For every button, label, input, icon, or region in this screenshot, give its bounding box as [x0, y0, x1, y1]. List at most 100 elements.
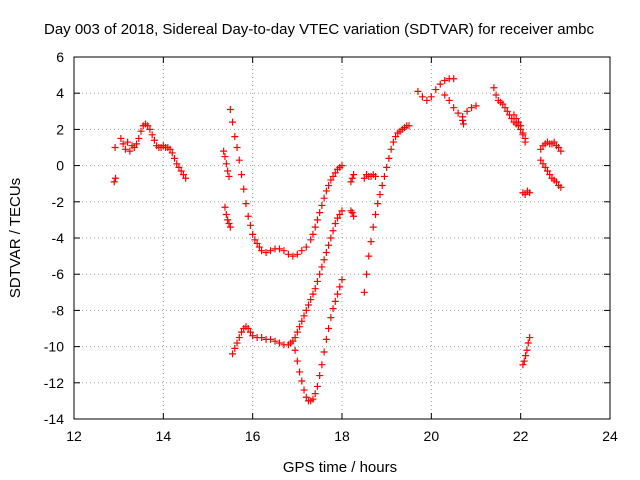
data-point: [267, 247, 274, 254]
data-point: [370, 224, 377, 231]
y-tick-label: -6: [52, 266, 65, 282]
x-tick-label: 20: [424, 428, 440, 444]
data-point: [490, 84, 497, 91]
data-point: [327, 314, 334, 321]
data-point: [441, 77, 448, 84]
data-point: [296, 368, 303, 375]
series-seg-p: [537, 139, 564, 155]
data-point: [221, 204, 228, 211]
series-seg-n: [519, 187, 533, 198]
series-seg-c: [220, 148, 232, 180]
x-axis-label: GPS time / hours: [283, 459, 397, 476]
data-point: [349, 209, 356, 216]
x-tick-label: 18: [334, 428, 350, 444]
data-point: [267, 336, 274, 343]
data-point: [223, 211, 230, 218]
x-tick-label: 22: [513, 428, 529, 444]
x-tick-label: 12: [66, 428, 82, 444]
data-point: [334, 291, 341, 298]
y-tick-label: -10: [44, 339, 64, 355]
data-point: [332, 298, 339, 305]
y-tick-label: -8: [52, 302, 65, 318]
y-tick-label: 0: [56, 158, 64, 174]
data-point: [432, 86, 439, 93]
x-tick-labels: 12 14 16 18 20 22 24: [66, 428, 618, 444]
data-point: [314, 216, 321, 223]
data-point: [330, 227, 337, 234]
series-seg-a2: [112, 144, 119, 151]
data-point: [450, 75, 457, 82]
series-seg-f: [347, 207, 357, 219]
data-point: [294, 358, 301, 365]
data-point: [238, 171, 245, 178]
data-point: [372, 211, 379, 218]
data-point: [285, 251, 292, 258]
data-point: [234, 144, 241, 151]
data-point: [318, 202, 325, 209]
data-point: [522, 139, 529, 146]
series-seg-j: [441, 92, 479, 121]
data-point: [414, 88, 421, 95]
data-point: [272, 338, 279, 345]
data-point: [473, 102, 480, 109]
data-point: [221, 153, 228, 160]
data-point: [363, 271, 370, 278]
y-tick-label: 6: [56, 49, 64, 65]
y-tick-label: -4: [52, 230, 65, 246]
series-seg-d: [221, 204, 233, 231]
data-point: [523, 347, 530, 354]
data-point: [220, 148, 227, 155]
data-point: [276, 339, 283, 346]
y-axis-label: SDTVAR / TECUs: [7, 178, 24, 298]
data-point: [460, 120, 467, 127]
series-seg-m: [510, 111, 528, 145]
data-point: [365, 253, 372, 260]
data-point: [323, 336, 330, 343]
data-point: [276, 245, 283, 252]
data-point: [321, 195, 328, 202]
data-point: [124, 139, 131, 146]
chart-title: Day 003 of 2018, Sidereal Day-to-day VTE…: [44, 21, 594, 38]
data-point: [325, 242, 332, 249]
data-point: [318, 361, 325, 368]
x-tick-label: 14: [156, 428, 172, 444]
data-point: [368, 238, 375, 245]
series-seg-g: [361, 171, 379, 182]
chart: Day 003 of 2018, Sidereal Day-to-day VTE…: [0, 0, 640, 480]
data-point: [339, 276, 346, 283]
data-point: [225, 220, 232, 227]
series-seg-dip: [292, 276, 346, 404]
data-point: [468, 104, 475, 111]
data-points: [111, 75, 565, 404]
data-point: [298, 247, 305, 254]
data-point: [441, 92, 448, 99]
y-tick-label: -12: [44, 375, 64, 391]
series-seg-h: [361, 122, 413, 296]
data-point: [381, 173, 388, 180]
data-point: [526, 334, 533, 341]
series-seg-k: [459, 117, 467, 128]
data-point: [301, 387, 308, 394]
data-point: [294, 251, 301, 258]
y-tick-label: 4: [56, 85, 64, 101]
data-point: [316, 209, 323, 216]
data-point: [374, 200, 381, 207]
data-point: [227, 106, 234, 113]
data-point: [379, 182, 386, 189]
data-point: [247, 222, 254, 229]
data-point: [236, 157, 243, 164]
data-point: [383, 164, 390, 171]
data-point: [446, 97, 453, 104]
data-point: [459, 117, 466, 124]
data-point: [263, 249, 270, 256]
data-point: [258, 334, 265, 341]
data-point: [318, 263, 325, 270]
data-point: [321, 349, 328, 356]
data-point: [376, 191, 383, 198]
data-point: [450, 104, 457, 111]
data-point: [321, 256, 328, 263]
data-point: [292, 347, 299, 354]
data-point: [312, 224, 319, 231]
data-point: [419, 93, 426, 100]
series-seg-i: [414, 75, 457, 104]
